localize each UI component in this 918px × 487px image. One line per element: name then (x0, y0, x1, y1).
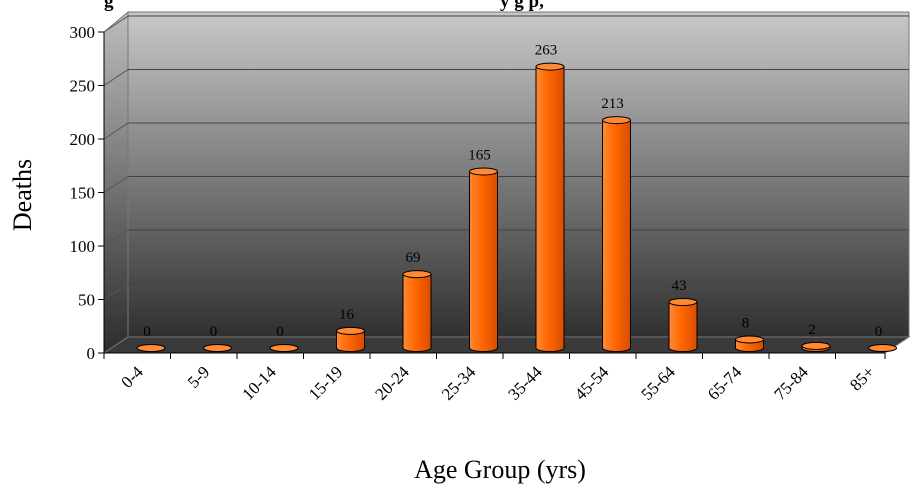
x-tick-label: 85+ (846, 362, 878, 394)
bars (136, 62, 898, 352)
data-label: 0 (276, 324, 284, 340)
bar (469, 167, 498, 352)
y-tick-label: 100 (70, 237, 96, 256)
bar (402, 270, 432, 352)
bar-body (535, 66, 565, 352)
x-tick-label: 5-9 (184, 362, 213, 391)
gridline-side (103, 176, 129, 193)
bar-body (336, 330, 365, 352)
gridlines (103, 15, 909, 300)
chart-title-right: y g p, (500, 0, 544, 12)
bar (867, 344, 898, 352)
bar-body (668, 301, 698, 352)
bar-top (868, 344, 897, 352)
bar (735, 335, 764, 352)
gridline-side (103, 283, 129, 300)
data-label: 0 (875, 324, 883, 340)
y-tick-label: 150 (70, 184, 96, 203)
bar-top (668, 297, 698, 306)
bar (136, 344, 166, 352)
data-labels: 0 0 0 16 69 165 263 213 43 8 2 0 (143, 43, 882, 340)
bar (668, 297, 698, 352)
y-tick-label: 250 (70, 77, 96, 96)
bar-top (735, 335, 764, 344)
y-axis-title: Deaths (8, 159, 37, 231)
bar-top (402, 270, 432, 279)
bar (535, 62, 565, 352)
bar (202, 344, 233, 352)
bar-top (469, 167, 498, 176)
plot-side-wall (103, 10, 129, 354)
y-tick-label: 0 (87, 344, 96, 363)
bar-top (801, 341, 831, 350)
x-tick-label: 10-14 (238, 362, 280, 404)
x-tick-label: 65-74 (704, 362, 746, 404)
x-tick-label: 0-4 (117, 362, 147, 392)
bar (269, 344, 299, 352)
data-label: 43 (672, 278, 687, 294)
bar-body (602, 119, 631, 352)
data-label: 69 (406, 250, 421, 266)
y-tick-label: 300 (70, 23, 96, 42)
bar (602, 116, 631, 352)
bar (801, 341, 831, 352)
gridline-side (103, 15, 129, 33)
bar-top (602, 116, 631, 125)
data-label: 263 (535, 43, 558, 59)
bar-top (336, 326, 365, 335)
plot-back-wall (127, 11, 910, 338)
data-label: 0 (210, 324, 218, 340)
data-label: 8 (742, 315, 750, 331)
data-label: 213 (601, 96, 624, 112)
x-tick-label: 25-34 (438, 362, 480, 404)
x-axis: 0-4 5-9 10-14 15-19 20-24 25-34 35-44 45-54 55-6… (103, 352, 886, 404)
bar-top (136, 344, 166, 352)
gridline-side (103, 69, 129, 86)
gridline-side (103, 122, 129, 140)
x-tick-label: 55-64 (637, 362, 679, 404)
gridline-side (103, 229, 129, 247)
bar-body (402, 273, 432, 352)
y-tick-label: 200 (70, 130, 96, 149)
x-tick-label: 45-54 (571, 362, 613, 404)
data-label: 165 (468, 147, 491, 163)
bar-top (269, 344, 299, 352)
y-tick-label: 50 (78, 291, 95, 310)
chart-title-left: g (104, 0, 114, 12)
data-label: 16 (339, 307, 355, 323)
x-axis-title: Age Group (yrs) (414, 455, 586, 484)
data-label: 2 (808, 322, 816, 338)
bar-body (469, 170, 498, 352)
x-tick-label: 35-44 (504, 362, 546, 404)
y-axis: 0 50 100 150 200 250 300 (70, 23, 105, 363)
bar-top (535, 62, 565, 71)
x-tick-label: 20-24 (371, 362, 413, 404)
data-label: 0 (143, 324, 151, 340)
bar (336, 326, 365, 352)
x-tick-label: 15-19 (305, 362, 346, 403)
x-tick-label: 75-84 (770, 362, 812, 404)
bar-top (203, 344, 232, 352)
